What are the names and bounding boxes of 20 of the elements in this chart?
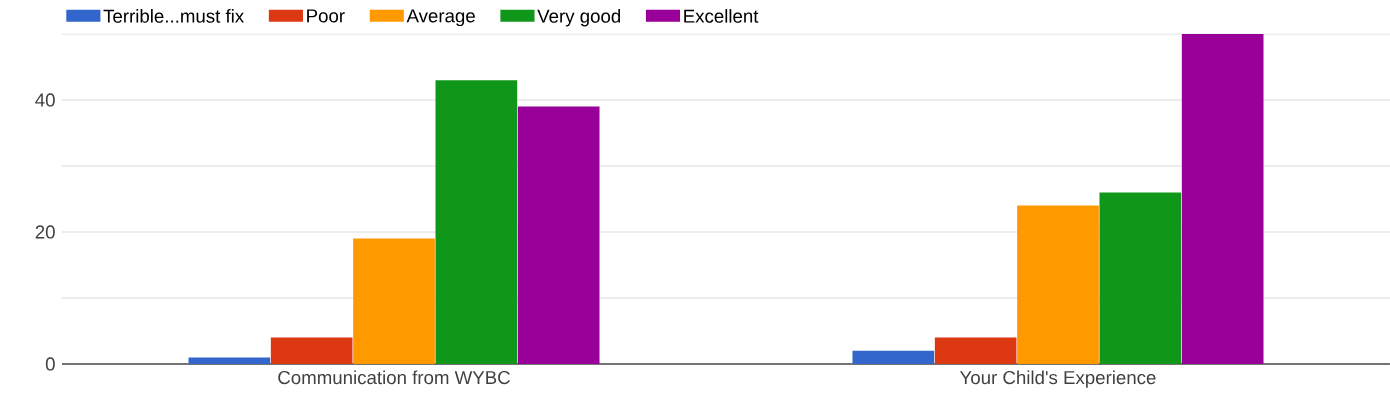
x-tick-label: Your Child's Experience xyxy=(959,370,1156,388)
y-tick-label: 40 xyxy=(35,93,55,107)
bar xyxy=(1017,205,1099,364)
bar xyxy=(517,106,600,364)
bar xyxy=(1099,192,1182,364)
legend-label: Average xyxy=(406,9,475,27)
legend-label: Poor xyxy=(307,9,345,23)
bar xyxy=(852,350,935,364)
y-tick-label: 20 xyxy=(35,225,55,239)
bar xyxy=(353,238,435,364)
legend-label: Very good xyxy=(537,9,621,27)
bar xyxy=(1181,34,1264,364)
bar xyxy=(934,337,1017,364)
x-tick-label: Communication from WYBC xyxy=(278,370,510,385)
legend-label: Excellent xyxy=(684,9,759,23)
bar xyxy=(270,337,353,364)
y-tick-label: 0 xyxy=(45,357,55,371)
bar xyxy=(188,357,271,364)
bar xyxy=(435,80,518,364)
legend-label: Terrible...must fix xyxy=(103,9,244,23)
